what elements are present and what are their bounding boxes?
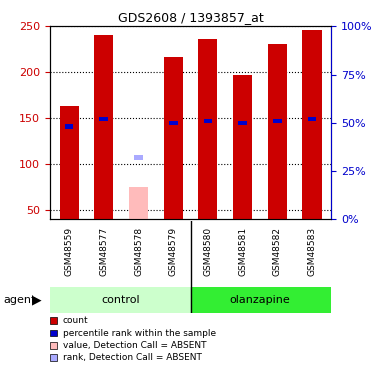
Text: ▶: ▶ (32, 294, 42, 306)
Text: rank, Detection Call = ABSENT: rank, Detection Call = ABSENT (63, 353, 202, 362)
Bar (191, 287, 331, 313)
Bar (169, 120, 177, 125)
Bar (60, 106, 79, 219)
Text: value, Detection Call = ABSENT: value, Detection Call = ABSENT (63, 341, 206, 350)
Bar (204, 118, 212, 123)
Bar (134, 155, 143, 160)
Title: GDS2608 / 1393857_at: GDS2608 / 1393857_at (118, 11, 263, 24)
Bar (308, 117, 316, 121)
Text: count: count (63, 316, 89, 325)
Bar (233, 75, 252, 219)
Text: GSM48581: GSM48581 (238, 226, 247, 276)
Bar (65, 124, 74, 129)
Text: GSM48578: GSM48578 (134, 226, 143, 276)
Bar (268, 44, 287, 219)
Bar (273, 118, 282, 123)
Text: percentile rank within the sample: percentile rank within the sample (63, 328, 216, 338)
Bar (94, 36, 113, 219)
Bar (238, 120, 247, 125)
Bar (99, 117, 108, 121)
Bar (164, 57, 183, 219)
Text: GSM48580: GSM48580 (203, 226, 213, 276)
Text: olanzapine: olanzapine (229, 295, 290, 305)
Text: GSM48559: GSM48559 (65, 226, 74, 276)
Bar (129, 187, 148, 219)
Text: GSM48579: GSM48579 (169, 226, 178, 276)
Bar (198, 39, 218, 219)
Text: agent: agent (4, 295, 36, 305)
Bar (50, 287, 191, 313)
Text: GSM48583: GSM48583 (308, 226, 316, 276)
Text: GSM48577: GSM48577 (99, 226, 108, 276)
Bar (303, 30, 321, 219)
Text: control: control (102, 295, 141, 305)
Text: GSM48582: GSM48582 (273, 226, 282, 276)
